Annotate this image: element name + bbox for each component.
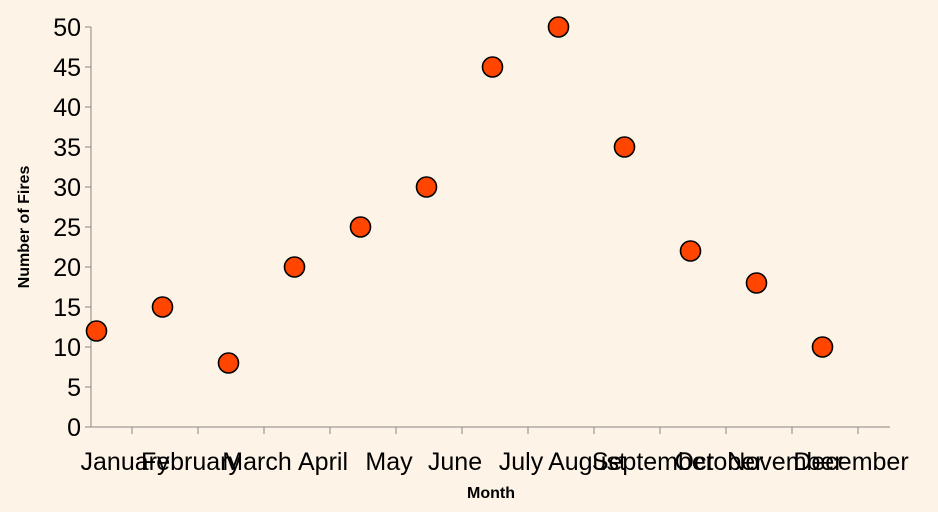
y-tick-label: 15	[53, 294, 81, 322]
data-point	[349, 216, 372, 238]
data-point	[745, 272, 768, 294]
y-tick-label: 20	[53, 254, 81, 282]
data-point	[283, 256, 306, 278]
y-tick-label: 45	[53, 54, 81, 82]
data-point	[481, 56, 504, 78]
y-tick-label: 0	[67, 414, 81, 442]
x-tick-label: May	[365, 448, 413, 476]
y-tick-label: 5	[67, 374, 81, 402]
y-tick-label: 50	[53, 14, 81, 42]
x-tick-label: October	[675, 448, 764, 476]
x-tick-label: June	[428, 448, 482, 476]
data-point	[547, 16, 570, 38]
data-point	[679, 240, 702, 262]
x-axis-title: Month	[467, 485, 515, 502]
y-tick-label: 35	[53, 134, 81, 162]
y-axis-title: Number of Fires	[16, 166, 33, 289]
data-point	[151, 296, 174, 318]
y-tick-label: 40	[53, 94, 81, 122]
x-tick-label: December	[793, 448, 908, 476]
y-tick-label: 10	[53, 334, 81, 362]
x-tick-label: March	[222, 448, 291, 476]
x-tick-label: July	[499, 448, 544, 476]
y-axis: 0 5 10 15 20 25 30 35 40 45 50	[53, 14, 92, 442]
x-tick-label: April	[298, 448, 348, 476]
x-tick-label: September	[592, 448, 714, 476]
x-tick-label: November	[727, 448, 842, 476]
data-point	[85, 320, 108, 342]
data-point	[217, 352, 240, 374]
y-tick-label: 25	[53, 214, 81, 242]
x-tick-label: February	[141, 448, 242, 476]
y-tick-label: 30	[53, 174, 81, 202]
x-tick-label: January	[81, 448, 170, 476]
data-points	[85, 16, 834, 374]
data-point	[415, 176, 438, 198]
x-tick-label: August	[548, 448, 626, 476]
data-point	[613, 136, 636, 158]
data-point	[811, 336, 834, 358]
